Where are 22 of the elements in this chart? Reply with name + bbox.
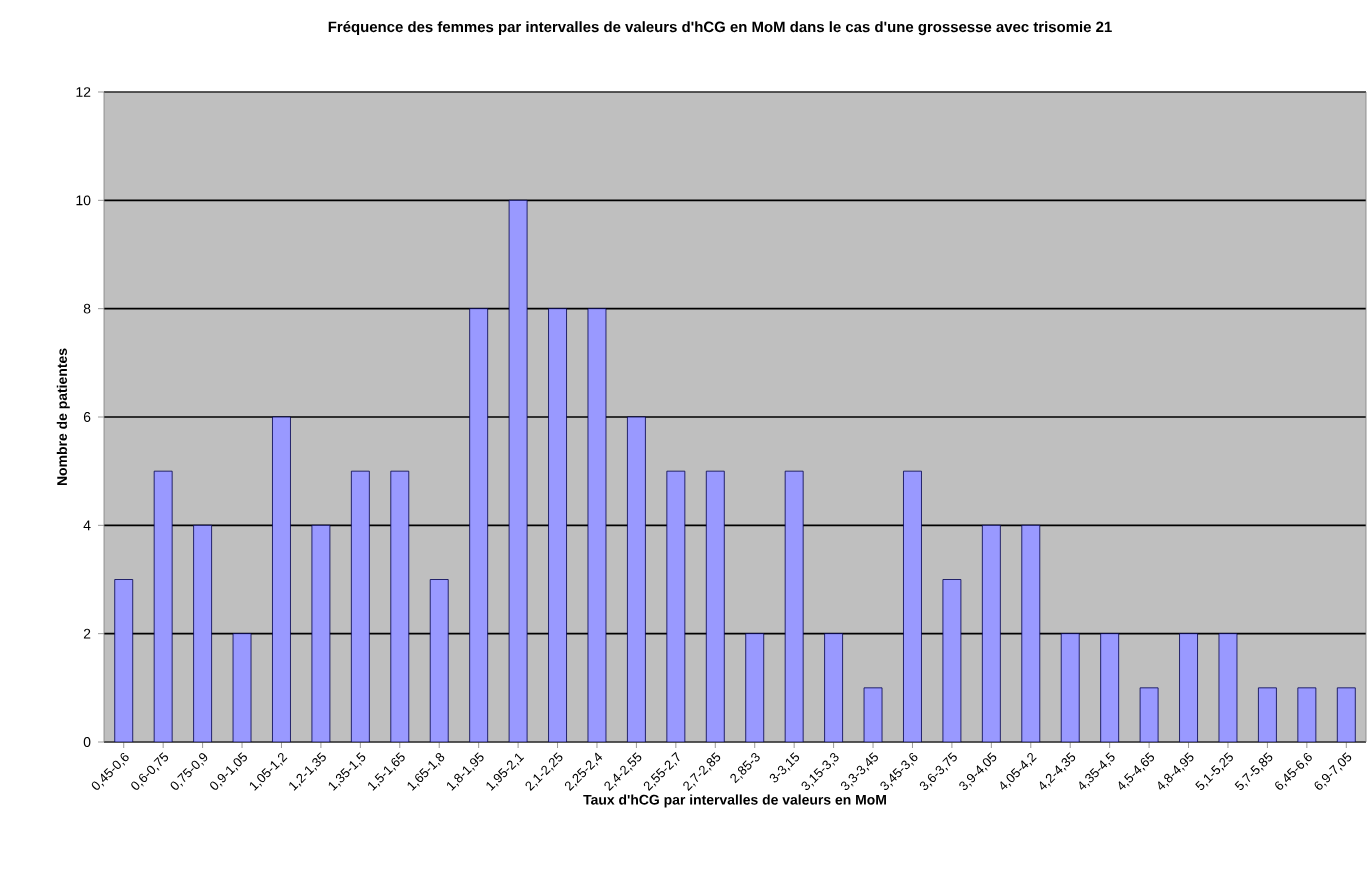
bar <box>548 308 567 742</box>
bar <box>705 470 725 742</box>
bar <box>1060 633 1080 742</box>
bar <box>429 579 449 742</box>
bar <box>469 308 489 742</box>
bar <box>1179 633 1198 742</box>
bar <box>627 416 646 742</box>
bar <box>1021 524 1041 742</box>
bar <box>784 470 804 742</box>
bar <box>272 416 291 742</box>
bar <box>745 633 765 742</box>
bar <box>350 470 370 742</box>
bar <box>903 470 922 742</box>
bar <box>153 470 173 742</box>
bar <box>114 579 134 742</box>
bar <box>390 470 410 742</box>
bar <box>1258 687 1277 742</box>
bar <box>1100 633 1120 742</box>
bar <box>981 524 1001 742</box>
bar <box>1336 687 1356 742</box>
bar <box>824 633 843 742</box>
bar <box>193 524 212 742</box>
